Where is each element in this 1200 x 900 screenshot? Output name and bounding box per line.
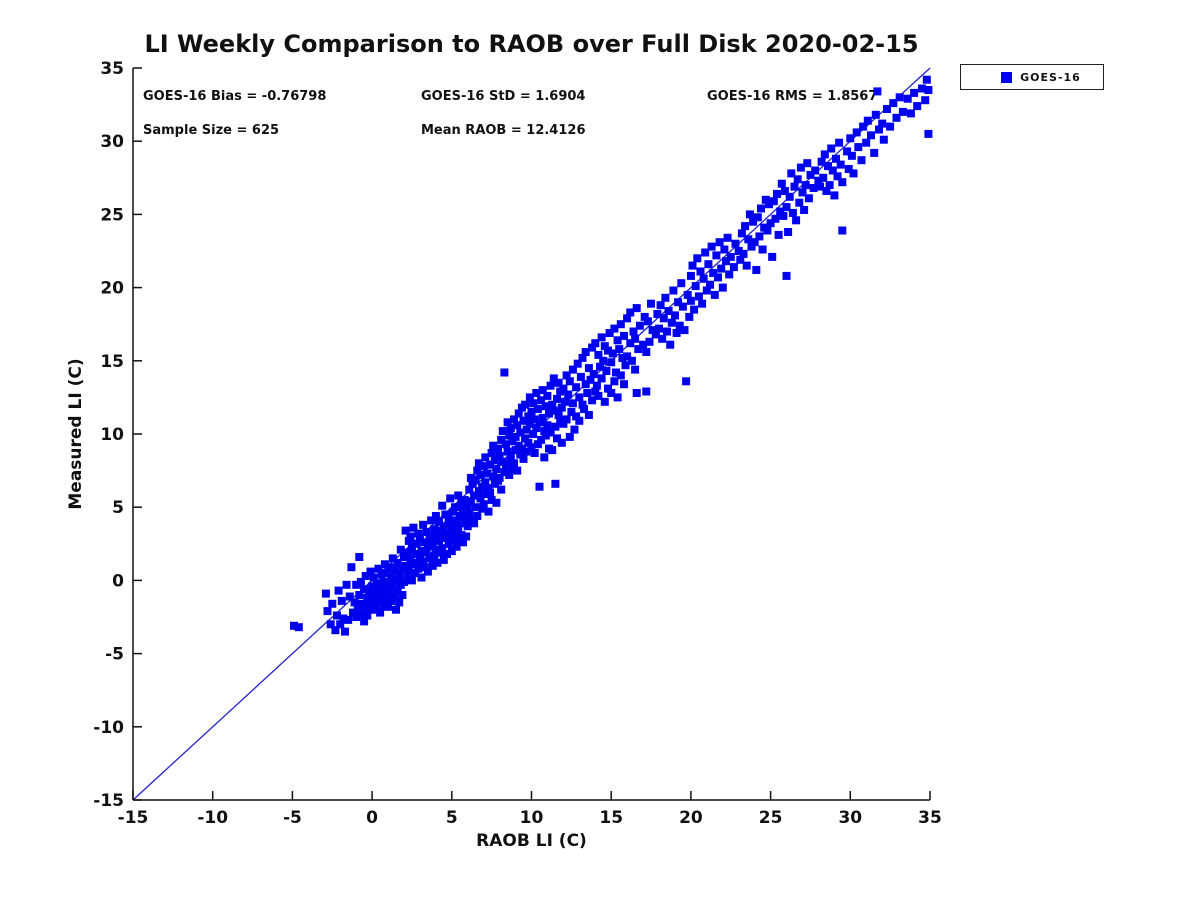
data-points [290, 75, 933, 636]
svg-text:5: 5 [446, 808, 458, 828]
legend-box: GOES-16 [960, 64, 1104, 90]
svg-text:10: 10 [100, 425, 124, 445]
legend-label: GOES-16 [1020, 70, 1081, 84]
svg-text:-10: -10 [93, 718, 124, 738]
stat-sample-size: Sample Size = 625 [143, 123, 280, 138]
stat-rms: GOES-16 RMS = 1.8567 [707, 89, 878, 104]
axes [132, 67, 931, 801]
y-tick-labels: -15 -10 -5 0 5 10 15 20 25 30 35 [93, 59, 124, 811]
x-axis-label: RAOB LI (C) [476, 831, 587, 851]
svg-text:15: 15 [599, 808, 623, 828]
svg-text:35: 35 [100, 59, 124, 79]
legend-square-marker-icon [1001, 71, 1012, 83]
chart-title: LI Weekly Comparison to RAOB over Full D… [144, 30, 919, 58]
svg-text:30: 30 [838, 808, 862, 828]
svg-text:-5: -5 [105, 645, 124, 665]
svg-text:25: 25 [759, 808, 783, 828]
svg-text:0: 0 [366, 808, 378, 828]
svg-text:-5: -5 [283, 808, 302, 828]
svg-text:5: 5 [112, 498, 124, 518]
svg-text:-15: -15 [118, 808, 149, 828]
svg-text:0: 0 [112, 571, 124, 591]
svg-text:20: 20 [100, 279, 124, 299]
svg-text:-15: -15 [93, 791, 124, 811]
svg-text:15: 15 [100, 352, 124, 372]
stat-bias: GOES-16 Bias = -0.76798 [143, 89, 327, 104]
svg-text:10: 10 [520, 808, 544, 828]
svg-text:30: 30 [100, 132, 124, 152]
svg-text:25: 25 [100, 205, 124, 225]
svg-text:35: 35 [918, 808, 942, 828]
stat-std: GOES-16 StD = 1.6904 [421, 89, 586, 104]
stat-mean-raob: Mean RAOB = 12.4126 [421, 123, 586, 138]
svg-text:20: 20 [679, 808, 703, 828]
svg-text:-10: -10 [197, 808, 228, 828]
x-tick-labels: -15 -10 -5 0 5 10 15 20 25 30 35 [118, 808, 942, 828]
y-axis-label: Measured LI (C) [66, 358, 86, 510]
